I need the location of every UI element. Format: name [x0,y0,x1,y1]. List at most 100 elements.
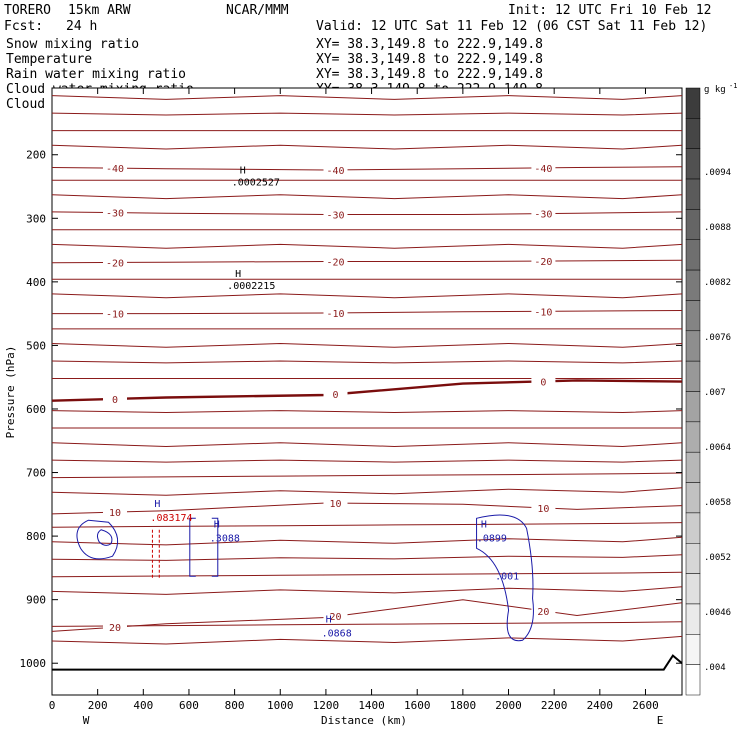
isotherm-label: -20 [106,258,124,269]
snow-max-marker: H [240,165,246,176]
temperature-isotherm [51,554,683,561]
temperature-isotherm-20 [51,599,683,632]
x-tick-label: 2400 [587,699,614,712]
colorbar-swatch [685,543,701,574]
isotherm-label-bg [531,501,556,514]
colorbar-tick-label: .0058 [704,498,731,508]
x-tick-label: 400 [133,699,153,712]
isotherm-label: 0 [540,377,546,388]
colorbar-swatch [685,573,701,605]
cloud-water-max-marker: H [214,519,220,530]
isotherm-label: 0 [332,390,338,401]
isotherm-label-bg [103,506,127,519]
isotherm-label-bg [323,208,348,221]
isotherm-label: -30 [106,209,124,220]
header-init: Init: 12 UTC Fri 10 Feb 12 [508,3,712,18]
colorbar-swatch [685,603,701,635]
isotherm-label-bg [531,375,556,388]
plot-area: -40 -40 -40 -30 -30 -30 -20 -20 -20 -10 -10 -10 0 0 0 1… [51,95,683,671]
colorbar-swatch [685,118,701,149]
isotherm-label-bg [531,255,556,268]
isotherm-label: -20 [326,258,344,269]
temperature-isotherm [51,472,683,479]
isotherm-label: -40 [106,164,124,175]
isotherm-label: -40 [534,164,552,175]
x-axis-title: Distance (km) [321,714,407,727]
x-tick-label: 1400 [358,699,385,712]
isotherm-label-bg [531,604,556,617]
temperature-isotherm [51,144,683,150]
temperature-isotherm--20 [51,259,683,264]
colorbar-swatch [685,664,701,696]
x-tick-label: 800 [225,699,245,712]
temperature-isotherm [51,112,683,116]
temperature-isotherm--10 [52,310,683,315]
temperature-isotherm [51,360,683,364]
header-center: NCAR/MMM [226,3,289,18]
colorbar-tick-label: .0082 [704,278,731,288]
colorbar-swatch [685,178,701,210]
isotherm-label-bg [531,305,556,318]
isotherm-label: 10 [109,508,121,519]
colorbar-swatch [685,512,701,544]
x-end-label-east: E [657,714,664,727]
temperature-isotherm [51,487,683,496]
rain-water-contour [151,529,160,580]
isotherm-label-bg [531,207,556,220]
isotherm-label: -10 [106,310,124,321]
temperature-isotherm [51,194,683,200]
x-end-label-west: W [83,714,90,727]
colorbar-swatch [685,634,701,665]
isotherm-label-bg [323,306,348,319]
isotherm-label-bg [103,206,127,219]
x-tick-label: 1800 [450,699,477,712]
temperature-isotherm [51,442,683,448]
temperature-isotherm [51,635,683,645]
isotherm-label: -10 [534,307,552,318]
isotherm-label: 10 [537,504,549,515]
y-tick-label: 200 [26,149,46,162]
legend-xy: XY= 38.3,149.8 to 222.9,149.8 [316,37,543,52]
colorbar-tick-label: .0046 [704,608,731,618]
colorbar-swatch [685,239,701,271]
legend-label: Temperature [6,52,92,67]
isotherm-label-bg [103,162,127,175]
colorbar-swatch [685,330,701,362]
cloud-water-contour [189,517,219,577]
colorbar: .004 .0046 .0052 .0058 .0064 .007 .0076 .0082 .0… [685,87,731,696]
y-tick-label: 400 [26,276,46,289]
header-resolution: 15km ARW [68,3,131,18]
isotherm-label-bg [103,256,127,269]
colorbar-tick-label: .0076 [704,333,731,343]
colorbar-tick-label: .0094 [704,168,731,178]
cloud-water-max-label: .0899 [477,533,507,544]
temperature-isotherm--30 [51,211,683,215]
cloud-water-max-marker: H [481,519,487,530]
cloud-water-contour [96,529,113,546]
colorbar-tick-label: .0088 [704,223,731,233]
isotherm-label: -10 [326,309,344,320]
cloud-water-max-label: .0868 [322,629,352,640]
x-tick-label: 2600 [632,699,659,712]
temperature-isotherm [51,586,683,595]
y-tick-label: 500 [26,339,46,352]
cloud-water-max-label: .001 [495,572,519,583]
y-tick-label: 1000 [20,657,47,670]
isotherm-label-bg [103,307,127,320]
colorbar-swatch [685,300,701,332]
temperature-isotherm [51,95,683,100]
isotherm-label: 10 [329,499,341,510]
isotherm-label-bg [323,497,348,510]
isotherm-label: -20 [534,257,552,268]
colorbar-swatch [685,360,701,392]
cloud-water-max-label: .083174 [150,513,192,524]
colorbar-swatch [685,421,701,453]
colorbar-swatch [685,87,701,119]
colorbar-tick-label: .0064 [704,443,731,453]
x-tick-label: 600 [179,699,199,712]
isotherm-label-bg [323,255,348,268]
isotherm-label: -30 [326,210,344,221]
x-tick-label: 1200 [313,699,340,712]
header-fcst-value: 24 h [66,19,97,34]
